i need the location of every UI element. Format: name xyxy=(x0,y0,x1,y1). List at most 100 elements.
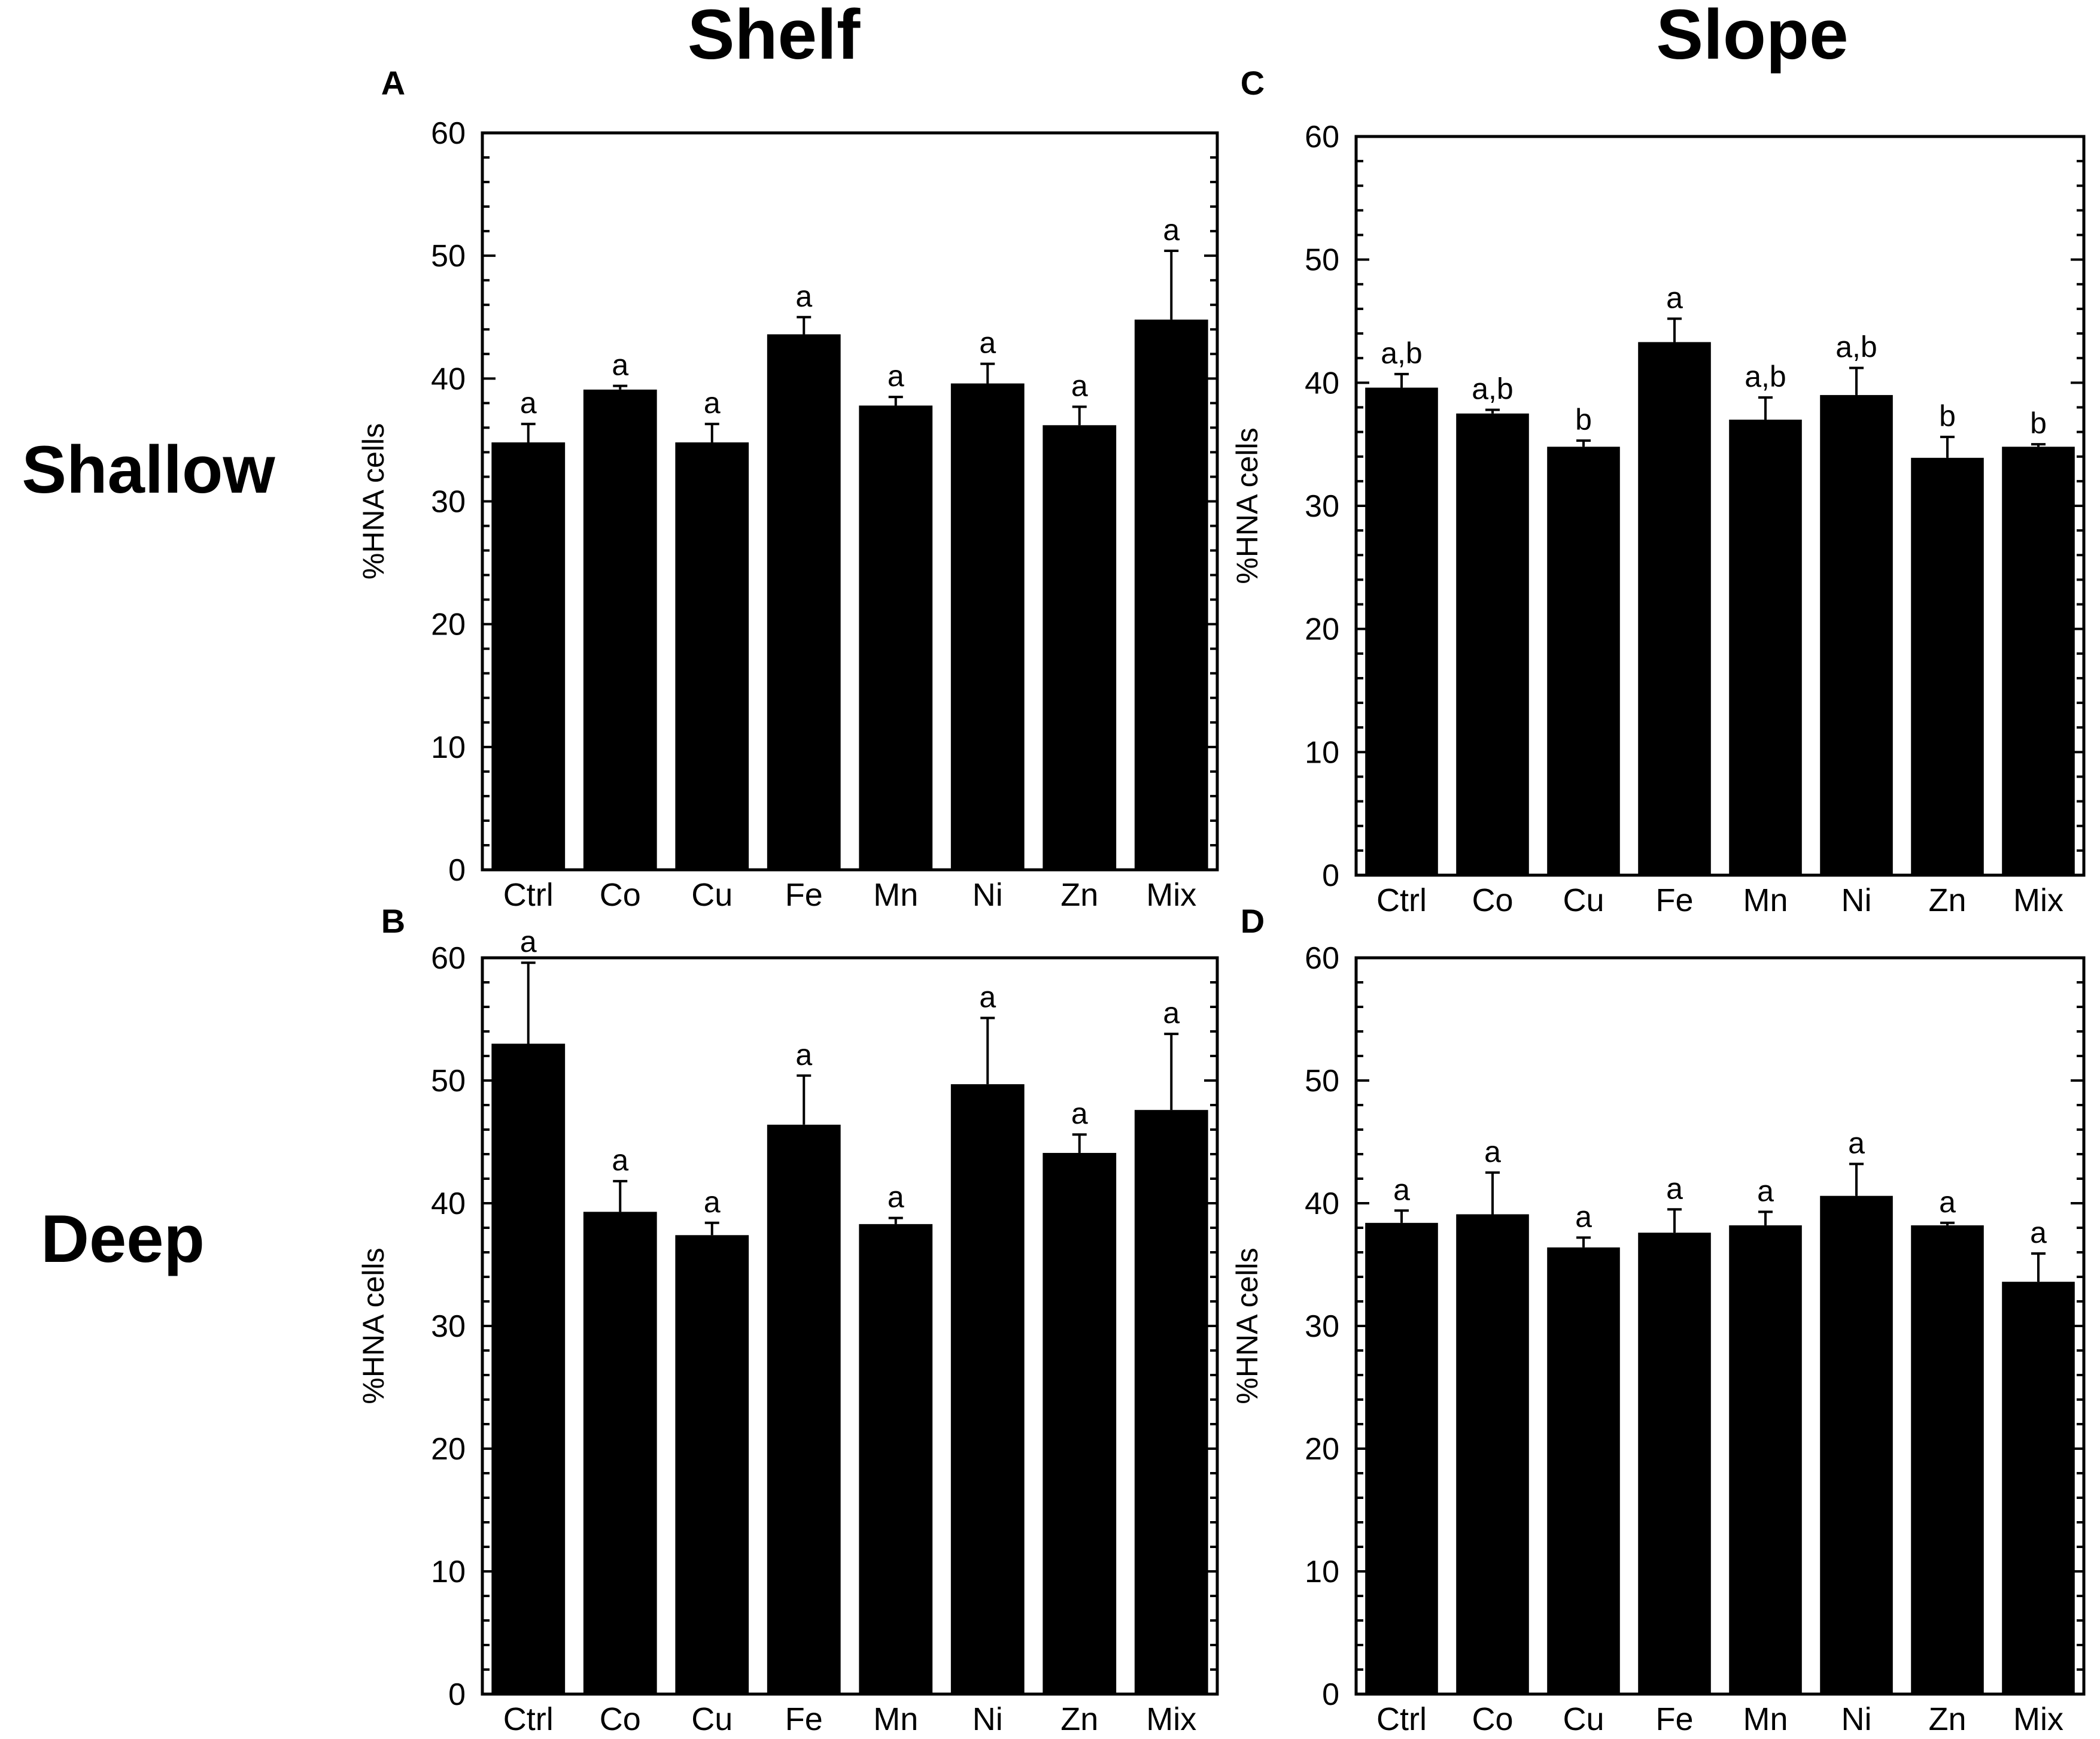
bar-ni xyxy=(950,1084,1025,1694)
significance-label: a xyxy=(520,925,537,958)
y-tick-label: 20 xyxy=(1305,612,1339,647)
y-tick-label: 20 xyxy=(1305,1432,1339,1467)
significance-label: a xyxy=(1071,369,1088,403)
row-title-shallow: Shallow xyxy=(22,432,275,507)
y-tick-label: 40 xyxy=(431,1186,466,1221)
significance-label: a xyxy=(1939,1185,1956,1219)
significance-label: a xyxy=(612,1143,628,1177)
panel-letter: D xyxy=(1241,902,1265,940)
significance-label: a xyxy=(1484,1135,1501,1169)
significance-label: a xyxy=(888,1180,904,1214)
column-title-shelf: Shelf xyxy=(688,0,861,74)
bar-zn xyxy=(1911,457,1984,875)
category-label: Mn xyxy=(1743,1701,1788,1737)
category-label: Fe xyxy=(785,1701,823,1737)
y-tick-label: 10 xyxy=(431,1555,466,1589)
significance-label: a xyxy=(704,386,721,420)
category-label: Ni xyxy=(972,877,1003,913)
bar-mn xyxy=(1729,1225,1802,1694)
significance-label: a xyxy=(1163,213,1180,247)
significance-label: a xyxy=(704,1185,721,1219)
y-axis-label: %HNA cells xyxy=(357,1248,390,1404)
panel-letter: A xyxy=(381,64,405,102)
bar-zn xyxy=(1043,425,1117,870)
bar-ctrl xyxy=(491,442,566,870)
significance-label: a xyxy=(1666,281,1683,314)
panel-d: D 0 10 20 30 40 50 60 %HNA cells a Ctrl a Co a Cu a Fe a M… xyxy=(1230,902,2086,1737)
category-label: Ctrl xyxy=(1376,882,1427,918)
significance-label: a xyxy=(795,1038,812,1072)
significance-label: a xyxy=(795,280,812,313)
y-tick-label: 60 xyxy=(1305,120,1339,154)
category-label: Mn xyxy=(873,1701,918,1737)
category-label: Mn xyxy=(1743,882,1788,918)
y-tick-label: 50 xyxy=(1305,1064,1339,1098)
bar-mn xyxy=(859,1224,933,1694)
significance-label: a xyxy=(1163,996,1180,1030)
y-tick-label: 40 xyxy=(1305,1186,1339,1221)
bar-ctrl xyxy=(1365,1222,1438,1694)
y-tick-label: 30 xyxy=(1305,1309,1339,1344)
significance-label: a xyxy=(1666,1172,1683,1205)
bar-co xyxy=(583,389,657,870)
bar-mn xyxy=(859,405,933,870)
category-label: Co xyxy=(1472,1701,1513,1737)
bar-mn xyxy=(1729,420,1802,875)
significance-label: a,b xyxy=(1381,336,1423,370)
significance-label: a xyxy=(1757,1174,1774,1207)
category-label: Ni xyxy=(1841,1701,1872,1737)
category-label: Ni xyxy=(1841,882,1872,918)
y-tick-label: 0 xyxy=(448,1677,466,1712)
bar-fe xyxy=(1638,342,1711,875)
bar-ni xyxy=(1820,394,1893,875)
category-label: Ni xyxy=(972,1701,1003,1737)
y-tick-label: 30 xyxy=(431,1309,466,1344)
category-label: Zn xyxy=(1060,877,1098,913)
y-axis-label: %HNA cells xyxy=(357,423,390,579)
category-label: Zn xyxy=(1060,1701,1098,1737)
bar-cu xyxy=(1547,1247,1620,1694)
category-label: Mix xyxy=(1146,877,1196,913)
bar-zn xyxy=(1911,1225,1984,1694)
panel-letter: B xyxy=(381,902,405,940)
significance-label: a,b xyxy=(1835,330,1877,364)
category-label: Mn xyxy=(873,877,918,913)
y-tick-label: 50 xyxy=(431,239,466,274)
category-label: Ctrl xyxy=(503,1701,554,1737)
significance-label: a xyxy=(1575,1200,1592,1233)
panel-b: B 0 10 20 30 40 50 60 %HNA cells a Ctrl a Co a Cu a Fe a M… xyxy=(357,902,1219,1737)
bar-ctrl xyxy=(491,1043,566,1694)
y-axis-label: %HNA cells xyxy=(1230,1248,1264,1404)
bar-fe xyxy=(767,1124,841,1694)
y-tick-label: 50 xyxy=(1305,243,1339,278)
category-label: Mix xyxy=(2013,882,2063,918)
y-tick-label: 30 xyxy=(431,485,466,520)
panel-a: A 0 10 20 30 40 50 60 %HNA cells a Ctrl a Co a Cu a Fe a M… xyxy=(357,64,1219,913)
category-label: Cu xyxy=(691,1701,733,1737)
y-tick-label: 20 xyxy=(431,608,466,642)
significance-label: a xyxy=(1848,1126,1865,1160)
y-tick-label: 0 xyxy=(1322,858,1339,893)
bar-mix xyxy=(1134,1110,1208,1694)
bar-co xyxy=(1456,1214,1529,1694)
bar-fe xyxy=(767,334,841,870)
category-label: Cu xyxy=(691,877,733,913)
y-tick-label: 20 xyxy=(431,1432,466,1467)
bar-fe xyxy=(1638,1233,1711,1694)
bar-mix xyxy=(2002,1282,2075,1694)
y-tick-label: 40 xyxy=(1305,366,1339,400)
significance-label: b xyxy=(1939,399,1956,433)
category-label: Co xyxy=(600,1701,641,1737)
significance-label: a xyxy=(2030,1216,2047,1249)
y-tick-label: 10 xyxy=(1305,735,1339,770)
bar-zn xyxy=(1043,1152,1117,1694)
y-tick-label: 60 xyxy=(431,941,466,976)
category-label: Mix xyxy=(1146,1701,1196,1737)
category-label: Zn xyxy=(1928,882,1966,918)
significance-label: b xyxy=(2030,406,2047,440)
significance-label: a,b xyxy=(1745,360,1786,393)
row-title-deep: Deep xyxy=(41,1201,205,1276)
significance-label: a xyxy=(888,359,904,393)
category-label: Fe xyxy=(1655,882,1693,918)
panel-letter: C xyxy=(1241,64,1265,102)
